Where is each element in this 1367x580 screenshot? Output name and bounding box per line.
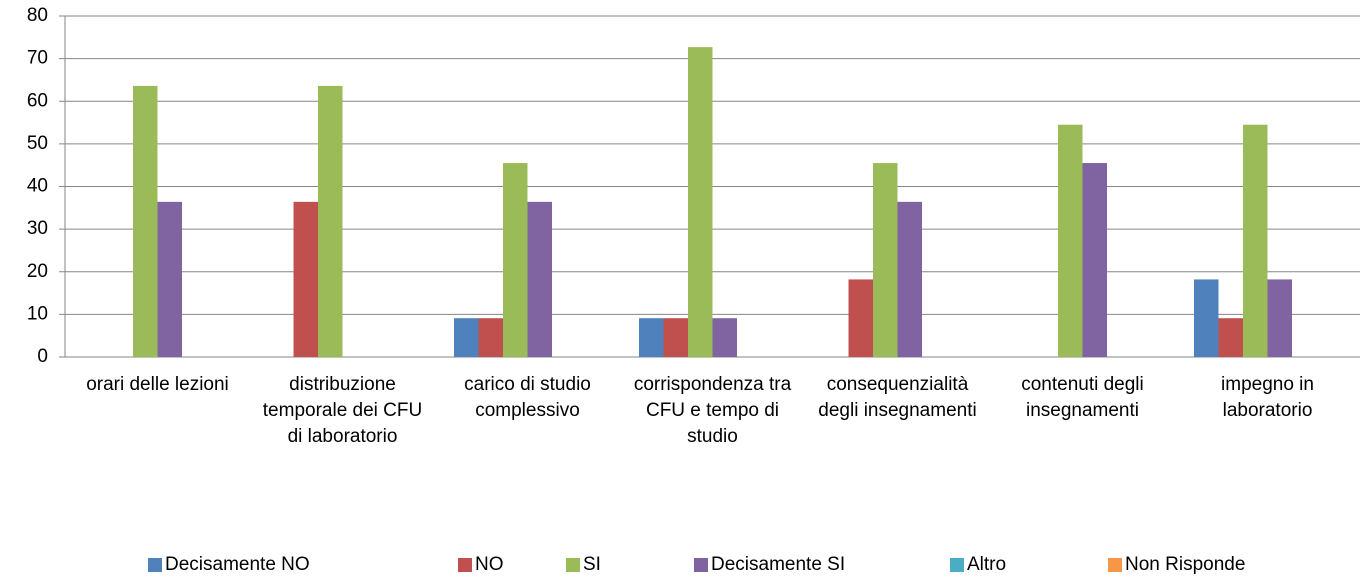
y-tick-label: 50 (27, 133, 48, 154)
legend-label: SI (583, 554, 601, 575)
bar (503, 163, 528, 357)
bar (1243, 124, 1268, 357)
bar (873, 163, 898, 357)
bar (1267, 279, 1292, 357)
x-tick-label: corrispondenza tra CFU e tempo di studio (633, 374, 792, 447)
x-tick-label: distribuzione temporale dei CFU di labor… (262, 374, 423, 447)
y-tick-label: 10 (27, 303, 48, 324)
bar (293, 201, 318, 357)
legend-swatch (458, 558, 472, 572)
legend-item: SI (566, 553, 601, 577)
legend-label: Non Risponde (1125, 554, 1246, 575)
y-tick-label: 40 (27, 176, 48, 197)
legend-item: Decisamente NO (148, 553, 310, 577)
x-tick-label: contenuti degli insegnamenti (1021, 374, 1144, 421)
x-tick-label: carico di studio complessivo (464, 374, 591, 421)
legend-swatch (1108, 558, 1122, 572)
bar (1058, 124, 1083, 357)
bar (454, 318, 479, 357)
bar (318, 85, 343, 357)
y-tick-label: 0 (37, 346, 48, 367)
bar (1194, 279, 1219, 357)
bar (639, 318, 664, 357)
bar (478, 318, 503, 357)
bar (897, 201, 922, 357)
legend-item: Non Risponde (1108, 553, 1245, 577)
bar (1082, 163, 1107, 357)
legend-label: Decisamente NO (165, 554, 310, 575)
bar (688, 47, 713, 358)
bar (663, 318, 688, 357)
x-tick-label: orari delle lezioni (86, 374, 229, 395)
legend-swatch (694, 558, 708, 572)
bar (157, 201, 182, 357)
legend-label: Altro (967, 554, 1007, 575)
legend-label: NO (475, 554, 504, 575)
legend-swatch (950, 558, 964, 572)
bar (1218, 318, 1243, 357)
bar (133, 85, 158, 357)
bar (848, 279, 873, 357)
legend-swatch (148, 558, 162, 572)
legend-label: Decisamente SI (711, 554, 846, 575)
bar (527, 201, 552, 357)
legend-item: Decisamente SI (694, 553, 845, 577)
x-tick-label: impegno in laboratorio (1221, 374, 1314, 421)
y-tick-label: 80 (27, 5, 48, 26)
legend-item: NO (458, 553, 504, 577)
y-tick-label: 20 (27, 261, 48, 282)
y-tick-label: 30 (27, 218, 48, 239)
legend-item: Altro (950, 553, 1006, 577)
bar (712, 318, 737, 357)
x-tick-label: consequenzialità degli insegnamenti (818, 374, 977, 421)
legend-swatch (566, 558, 580, 572)
y-tick-label: 60 (27, 90, 48, 111)
y-tick-label: 70 (27, 48, 48, 69)
